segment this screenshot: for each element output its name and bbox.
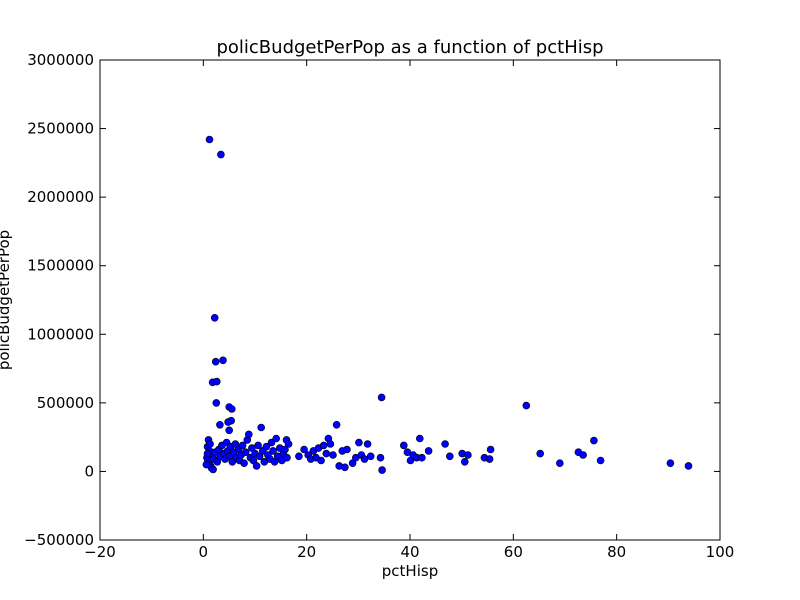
data-point	[300, 445, 308, 454]
data-point	[329, 451, 337, 459]
data-point	[202, 460, 211, 469]
data-point	[240, 459, 248, 468]
data-point	[486, 445, 495, 454]
data-point	[228, 405, 236, 413]
chart-title: policBudgetPerPop as a function of pctHi…	[216, 37, 603, 58]
data-point	[366, 452, 375, 461]
data-point	[252, 462, 261, 470]
data-point	[319, 441, 328, 450]
x-tick-label: 40	[400, 543, 419, 561]
data-point	[332, 420, 341, 429]
data-point	[219, 356, 227, 365]
data-point	[596, 456, 605, 465]
y-tick-label: 2500000	[27, 120, 94, 138]
y-tick-label: 500000	[37, 394, 94, 412]
data-point	[238, 441, 247, 450]
data-point	[363, 440, 372, 448]
data-point	[441, 440, 449, 448]
data-point	[206, 440, 214, 448]
data-point	[245, 430, 253, 439]
data-point	[378, 466, 386, 474]
data-point	[536, 449, 545, 458]
x-tick-label: 0	[199, 543, 209, 561]
x-tick-label: −20	[84, 543, 116, 561]
y-tick-label: 1500000	[27, 257, 94, 275]
data-point	[590, 436, 598, 445]
data-point	[211, 357, 220, 366]
data-point	[295, 452, 303, 461]
data-point	[377, 393, 386, 402]
data-point	[376, 453, 385, 462]
data-point	[341, 463, 349, 472]
data-point	[254, 441, 262, 450]
data-point	[579, 451, 587, 459]
data-point	[281, 445, 289, 454]
data-point	[203, 449, 212, 458]
y-tick-label: 2000000	[27, 188, 94, 206]
x-tick-label: 20	[297, 543, 316, 561]
data-point	[209, 465, 217, 474]
data-point	[445, 452, 454, 461]
data-point	[360, 455, 369, 463]
data-point	[205, 135, 214, 144]
y-tick-label: 1000000	[27, 325, 94, 343]
data-point	[343, 445, 351, 454]
data-point	[212, 399, 221, 407]
x-tick-label: 60	[504, 543, 523, 561]
data-point	[464, 451, 472, 459]
data-point	[272, 434, 281, 443]
data-point	[224, 418, 232, 426]
data-point	[684, 462, 693, 470]
data-point	[257, 423, 266, 432]
data-point	[283, 453, 291, 462]
x-axis-ticks: −20 0 20 40 60 80 100	[84, 60, 734, 561]
x-tick-label: 100	[706, 543, 735, 561]
data-point	[666, 459, 675, 468]
data-points	[202, 135, 693, 474]
data-point	[399, 441, 408, 450]
y-tick-label: 0	[84, 462, 94, 480]
data-point	[317, 456, 325, 465]
data-point	[241, 448, 250, 457]
data-point	[269, 447, 277, 455]
data-point	[210, 313, 219, 322]
data-point	[216, 420, 224, 429]
data-point	[217, 150, 225, 159]
data-point	[355, 438, 363, 447]
data-point	[322, 449, 331, 458]
x-axis-label: pctHisp	[382, 562, 438, 580]
data-point	[262, 442, 271, 451]
data-point	[424, 447, 433, 455]
data-point	[460, 457, 469, 466]
data-point	[213, 377, 221, 386]
y-tick-label: 3000000	[27, 51, 94, 69]
x-tick-label: 80	[607, 543, 626, 561]
data-point	[418, 453, 426, 462]
data-point	[522, 401, 531, 410]
y-tick-label: −500000	[24, 531, 94, 549]
data-point	[326, 440, 335, 448]
data-point	[225, 426, 233, 435]
data-point	[284, 440, 293, 448]
plot-area	[99, 59, 721, 541]
data-point	[485, 455, 494, 463]
y-axis-ticks: −500000 0 500000 1000000 1500000 2000000 25000…	[24, 51, 720, 549]
y-axis-label: policBudgetPerPop	[0, 230, 13, 370]
data-point	[415, 434, 424, 443]
data-point	[555, 459, 564, 468]
